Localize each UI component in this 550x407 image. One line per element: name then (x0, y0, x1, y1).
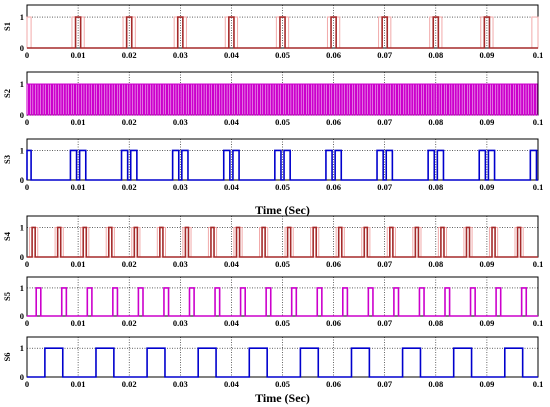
y-tick-label-s3-0: 0 (20, 175, 24, 185)
x-tick-label-s4-7: 0.07 (377, 259, 393, 269)
x-tick-label-s3-8: 0.08 (428, 182, 443, 192)
x-tick-label-s3-9: 0.09 (479, 182, 494, 192)
x-tick-label-s3-5: 0.05 (275, 182, 290, 192)
x-tick-label-s3-7: 0.07 (377, 182, 393, 192)
y-tick-label-s5-0: 0 (20, 311, 24, 321)
x-tick-label-s1-3: 0.03 (173, 50, 188, 60)
x-tick-label-s2-10: 0.1 (533, 117, 544, 127)
x-tick-label-s4-5: 0.05 (275, 259, 290, 269)
x-tick-label-s2-1: 0.01 (71, 117, 86, 127)
y-tick-label-s5-1: 1 (20, 283, 24, 293)
x-tick-label-s3-3: 0.03 (173, 182, 188, 192)
signal-s4-series-0 (27, 226, 538, 258)
y-tick-label-s6-0: 0 (20, 372, 24, 382)
signal-s6-series-0 (27, 347, 538, 378)
y-tick-label-s1-0: 0 (20, 43, 24, 53)
x-tick-label-s6-10: 0.1 (533, 379, 544, 389)
x-tick-label-s2-3: 0.03 (173, 117, 188, 127)
x-tick-label-s4-0: 0 (25, 259, 29, 269)
x-tick-label-s5-8: 0.08 (428, 318, 443, 328)
y-tick-label-s1-1: 1 (20, 12, 24, 22)
x-tick-label-s5-5: 0.05 (275, 318, 290, 328)
x-axis-title-6: Time (Sec) (255, 391, 310, 405)
plot-frame-s1 (26, 4, 539, 49)
y-tick-label-s6-1: 1 (20, 343, 24, 353)
signal-s5-series-0 (27, 287, 538, 317)
x-tick-label-s1-2: 0.02 (122, 50, 137, 60)
x-tick-label-s6-1: 0.01 (71, 379, 86, 389)
x-tick-label-s4-3: 0.03 (173, 259, 188, 269)
x-tick-label-s1-0: 0 (25, 50, 29, 60)
x-tick-label-s3-1: 0.01 (71, 182, 86, 192)
x-tick-label-s6-5: 0.05 (275, 379, 290, 389)
signal-s3-series-0 (26, 149, 538, 181)
x-tick-label-s4-6: 0.06 (326, 259, 341, 269)
y-tick-label-s3-1: 1 (20, 145, 24, 155)
x-tick-label-s4-10: 0.1 (533, 259, 544, 269)
x-tick-label-s5-1: 0.01 (71, 318, 86, 328)
x-tick-label-s2-8: 0.08 (428, 117, 443, 127)
y-axis-label-s3: S3 (2, 155, 12, 164)
x-tick-label-s4-8: 0.08 (428, 259, 443, 269)
x-tick-label-s4-1: 0.01 (71, 259, 86, 269)
y-tick-label-s4-1: 1 (20, 222, 24, 232)
x-tick-label-s6-2: 0.02 (122, 379, 137, 389)
y-tick-label-s4-0: 0 (20, 252, 24, 262)
x-tick-label-s1-9: 0.09 (479, 50, 494, 60)
x-tick-label-s2-2: 0.02 (122, 117, 137, 127)
x-tick-label-s5-0: 0 (25, 318, 29, 328)
y-tick-label-s2-1: 1 (20, 79, 24, 89)
x-axis-title-3: Time (Sec) (255, 203, 310, 217)
y-axis-label-s4: S4 (2, 231, 12, 241)
x-tick-label-s2-5: 0.05 (275, 117, 290, 127)
x-tick-label-s5-7: 0.07 (377, 318, 393, 328)
x-tick-label-s2-9: 0.09 (479, 117, 494, 127)
x-tick-label-s6-4: 0.04 (224, 379, 240, 389)
x-tick-label-s6-8: 0.08 (428, 379, 443, 389)
x-tick-label-s1-1: 0.01 (71, 50, 86, 60)
x-tick-label-s6-6: 0.06 (326, 379, 341, 389)
x-tick-label-s5-2: 0.02 (122, 318, 137, 328)
x-tick-label-s4-4: 0.04 (224, 259, 240, 269)
x-tick-label-s1-4: 0.04 (224, 50, 240, 60)
x-tick-label-s5-10: 0.1 (533, 318, 544, 328)
x-tick-label-s2-7: 0.07 (377, 117, 393, 127)
x-tick-label-s1-8: 0.08 (428, 50, 443, 60)
y-axis-label-s2: S2 (2, 89, 12, 98)
signal-s2-series-0 (26, 83, 538, 116)
y-tick-label-s2-0: 0 (20, 110, 24, 120)
x-tick-label-s5-9: 0.09 (479, 318, 494, 328)
x-tick-label-s1-7: 0.07 (377, 50, 393, 60)
x-tick-label-s6-3: 0.03 (173, 379, 188, 389)
x-tick-label-s5-6: 0.06 (326, 318, 341, 328)
y-axis-label-s1: S1 (2, 22, 12, 31)
signal-s1-series-0 (27, 16, 538, 49)
x-tick-label-s2-6: 0.06 (326, 117, 341, 127)
x-tick-label-s4-2: 0.02 (122, 259, 137, 269)
x-tick-label-s5-4: 0.04 (224, 318, 240, 328)
x-tick-label-s3-4: 0.04 (224, 182, 240, 192)
y-axis-label-s6: S6 (2, 353, 12, 362)
x-tick-label-s3-2: 0.02 (122, 182, 137, 192)
x-tick-label-s1-10: 0.1 (533, 50, 544, 60)
x-tick-label-s1-6: 0.06 (326, 50, 341, 60)
x-tick-label-s2-0: 0 (25, 117, 29, 127)
x-tick-label-s5-3: 0.03 (173, 318, 188, 328)
x-tick-label-s3-0: 0 (25, 182, 29, 192)
y-axis-label-s5: S5 (2, 292, 12, 301)
x-tick-label-s2-4: 0.04 (224, 117, 240, 127)
x-tick-label-s6-9: 0.09 (479, 379, 494, 389)
x-tick-label-s6-7: 0.07 (377, 379, 393, 389)
x-tick-label-s3-6: 0.06 (326, 182, 341, 192)
x-tick-label-s1-5: 0.05 (275, 50, 290, 60)
x-tick-label-s4-9: 0.09 (479, 259, 494, 269)
x-tick-label-s3-10: 0.1 (533, 182, 544, 192)
x-tick-label-s6-0: 0 (25, 379, 29, 389)
